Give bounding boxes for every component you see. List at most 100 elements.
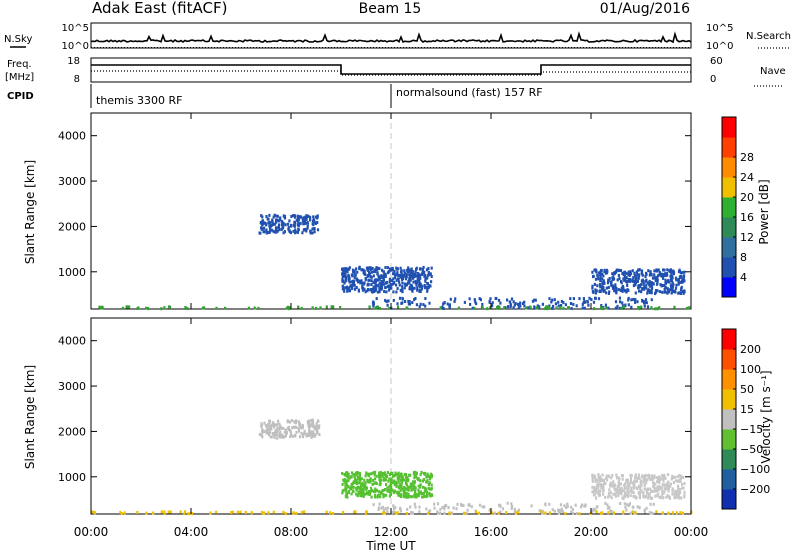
range-gate-cell — [373, 473, 376, 477]
range-gate-cell — [347, 490, 350, 493]
range-gate-cell — [269, 229, 272, 233]
range-gate-cell — [678, 268, 681, 272]
range-gate-cell — [356, 493, 359, 497]
range-gate-cell — [625, 493, 628, 497]
range-gate-cell — [569, 302, 573, 305]
nave-line — [91, 70, 691, 76]
range-gate-cell — [649, 487, 652, 491]
range-gate-cell — [360, 268, 363, 272]
range-gate-cell — [303, 432, 306, 436]
range-gate-cell — [606, 503, 609, 507]
range-gate-cell — [401, 277, 405, 280]
range-gate-cell — [262, 511, 265, 515]
range-gate-cell — [645, 481, 648, 484]
colorbar-segment — [722, 369, 736, 390]
range-gate-cell — [294, 220, 297, 224]
range-gate-cell — [386, 303, 389, 307]
range-gate-cell — [264, 222, 267, 225]
range-gate-cell — [389, 487, 392, 491]
range-gate-cell — [352, 270, 355, 274]
colorbar-tick-label: 28 — [740, 151, 754, 164]
range-gate-cell — [632, 284, 635, 288]
range-gate-cell — [257, 306, 260, 310]
range-gate-cell — [384, 286, 387, 289]
range-gate-cell — [268, 428, 271, 431]
range-gate-cell — [307, 214, 310, 218]
range-gate-cell — [599, 482, 602, 486]
range-gate-cell — [244, 510, 247, 514]
range-gate-cell — [427, 474, 430, 478]
range-gate-cell — [350, 485, 353, 489]
range-gate-cell — [670, 276, 673, 280]
range-gate-cell — [267, 433, 270, 437]
range-gate-cell — [601, 288, 604, 292]
range-gate-cell — [591, 490, 594, 494]
range-gate-cell — [680, 285, 683, 289]
range-gate-cell — [609, 494, 612, 498]
range-gate-cell — [372, 270, 375, 274]
range-gate-cell — [370, 495, 373, 499]
range-gate-cell — [356, 481, 359, 485]
range-gate-cell — [506, 298, 509, 302]
range-gate-cell — [607, 506, 610, 510]
range-gate-cell — [311, 231, 314, 235]
freq-label-1: Freq. — [7, 59, 32, 70]
range-gate-cell — [602, 279, 605, 283]
range-gate-cell — [591, 473, 594, 477]
range-gate-cell — [460, 504, 463, 507]
range-gate-cell — [381, 474, 384, 478]
range-gate-cell — [374, 487, 377, 491]
range-gate-cell — [608, 505, 611, 509]
range-gate-cell — [426, 472, 429, 476]
range-gate-cell — [304, 215, 307, 219]
range-gate-cell — [530, 504, 533, 508]
range-gate-cell — [408, 268, 411, 272]
range-gate-cell — [341, 489, 344, 493]
range-gate-cell — [350, 492, 353, 496]
range-gate-cell — [406, 485, 409, 489]
range-gate-cell — [265, 431, 268, 435]
noise-tick-right-top: 10^5 — [706, 23, 733, 34]
range-gate-cell — [627, 296, 630, 300]
range-gate-cell — [273, 425, 276, 429]
range-gate-cell — [274, 429, 278, 433]
range-gate-cell — [511, 505, 514, 508]
range-gate-cell — [407, 279, 410, 283]
range-gate-cell — [407, 478, 410, 482]
range-gate-cell — [272, 215, 275, 219]
range-gate-cell — [387, 479, 390, 483]
range-gate-cell — [656, 278, 659, 282]
range-gate-cell — [396, 272, 399, 276]
range-gate-cell — [332, 305, 335, 309]
range-gate-cell — [407, 299, 410, 303]
range-gate-cell — [613, 272, 616, 276]
range-gate-cell — [658, 306, 661, 310]
range-gate-cell — [431, 493, 434, 497]
range-gate-cell — [622, 273, 625, 277]
range-gate-cell — [399, 493, 403, 497]
range-gate-cell — [305, 432, 308, 436]
velocity-ylabel: Slant Range [km] — [23, 365, 37, 469]
range-gate-cell — [497, 298, 501, 302]
range-gate-cell — [319, 306, 322, 310]
range-gate-cell — [357, 477, 360, 481]
range-gate-cell — [315, 422, 318, 426]
range-gate-cell — [344, 495, 347, 498]
range-gate-cell — [341, 482, 344, 486]
date-title: 01/Aug/2016 — [600, 1, 690, 17]
range-gate-cell — [642, 281, 645, 285]
range-gate-cell — [681, 277, 684, 281]
range-gate-cell — [538, 509, 541, 513]
range-gate-cell — [673, 492, 676, 496]
range-gate-cell — [398, 476, 401, 480]
range-gate-cell — [448, 305, 451, 309]
y-tick-label: 3000 — [58, 175, 86, 188]
range-gate-cell — [510, 297, 514, 301]
range-gate-cell — [390, 478, 393, 482]
range-gate-cell — [463, 300, 466, 304]
range-gate-cell — [362, 483, 365, 487]
range-gate-cell — [316, 431, 319, 435]
range-gate-cell — [544, 502, 547, 506]
range-gate-cell — [283, 435, 286, 439]
range-gate-cell — [303, 429, 306, 433]
